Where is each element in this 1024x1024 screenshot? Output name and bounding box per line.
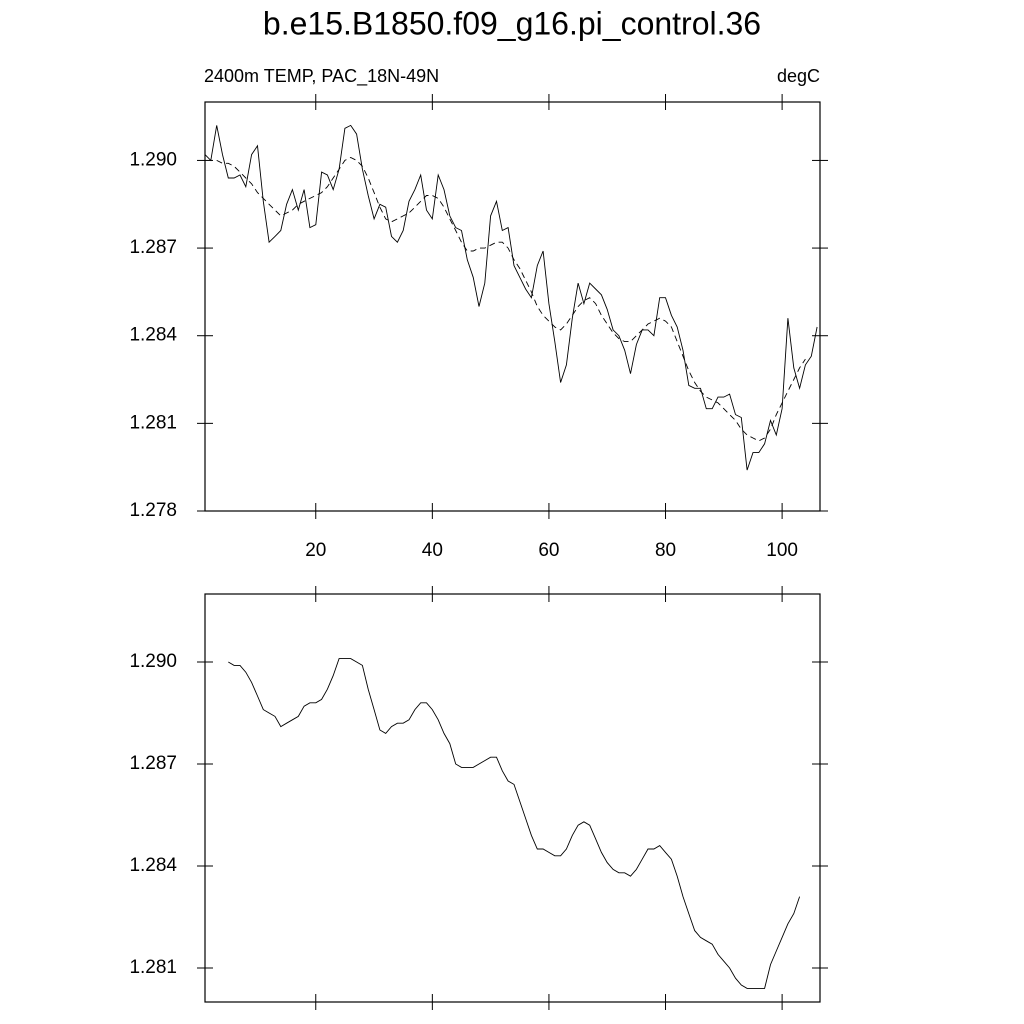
figure-title: b.e15.B1850.f09_g16.pi_control.36 (263, 5, 761, 41)
series-line (228, 658, 801, 989)
y-tick-label: 1.281 (129, 957, 177, 978)
plot-frame (204, 593, 821, 1003)
units-label: degC (777, 66, 820, 86)
x-tick-label: 20 (305, 540, 326, 561)
x-tick-label: 100 (766, 540, 798, 561)
y-tick-label: 1.278 (129, 500, 177, 521)
plot-frame (204, 101, 821, 512)
y-tick-label: 1.290 (129, 651, 177, 672)
x-tick-label: 60 (538, 540, 559, 561)
y-tick-label: 1.287 (129, 753, 177, 774)
y-tick-label: 1.284 (129, 855, 177, 876)
x-tick-label: 40 (422, 540, 443, 561)
series-line (216, 156, 806, 442)
y-tick-label: 1.281 (129, 412, 177, 433)
left-label: 2400m TEMP, PAC_18N-49N (204, 66, 439, 87)
y-tick-label: 1.290 (129, 149, 177, 170)
y-tick-label: 1.287 (129, 237, 177, 258)
series-line (204, 124, 818, 471)
y-tick-label: 1.284 (129, 325, 177, 346)
x-tick-label: 80 (655, 540, 676, 561)
